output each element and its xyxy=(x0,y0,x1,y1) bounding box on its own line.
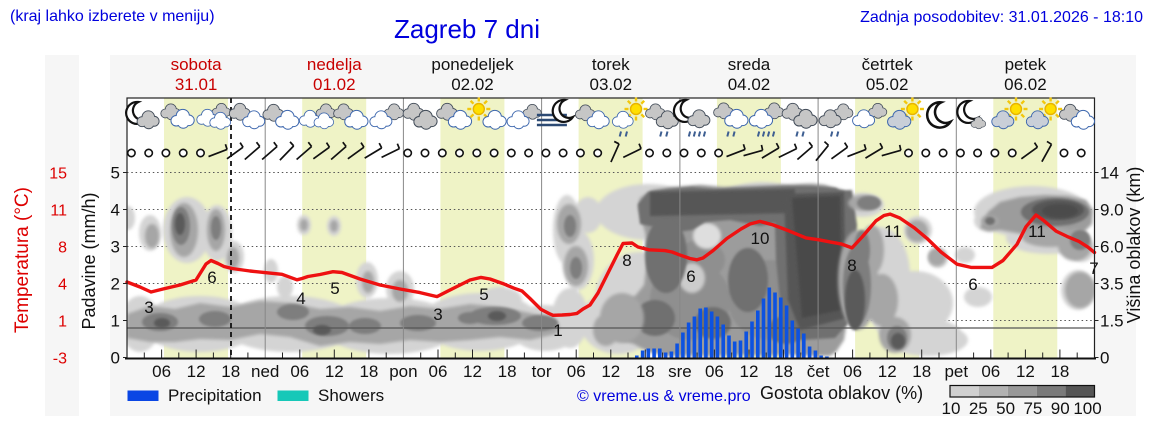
svg-text:06: 06 xyxy=(981,362,1000,381)
svg-text:11: 11 xyxy=(50,203,67,220)
svg-text:1: 1 xyxy=(58,314,67,331)
svg-text:sre: sre xyxy=(668,362,692,381)
svg-text:6: 6 xyxy=(968,275,977,294)
svg-text:11: 11 xyxy=(884,222,902,241)
svg-text:06: 06 xyxy=(705,362,724,381)
svg-text:12: 12 xyxy=(601,362,620,381)
svg-text:02.02: 02.02 xyxy=(451,75,494,94)
svg-text:četrtek: četrtek xyxy=(862,55,914,74)
svg-text:18: 18 xyxy=(359,362,378,381)
svg-text:© vreme.us & vreme.pro: © vreme.us & vreme.pro xyxy=(577,388,751,405)
svg-text:12: 12 xyxy=(740,362,759,381)
svg-text:12: 12 xyxy=(325,362,344,381)
svg-text:12: 12 xyxy=(1016,362,1035,381)
svg-text:6.0: 6.0 xyxy=(1100,238,1124,257)
svg-text:18: 18 xyxy=(221,362,240,381)
svg-text:14: 14 xyxy=(1100,164,1119,183)
svg-text:tor: tor xyxy=(532,362,552,381)
svg-text:06: 06 xyxy=(429,362,448,381)
svg-text:10: 10 xyxy=(942,399,961,418)
svg-text:12: 12 xyxy=(878,362,897,381)
svg-text:Temperatura (°C): Temperatura (°C) xyxy=(12,187,33,333)
svg-text:31.01: 31.01 xyxy=(175,75,218,94)
svg-text:2: 2 xyxy=(111,275,120,294)
svg-text:25: 25 xyxy=(969,399,988,418)
svg-text:06.02: 06.02 xyxy=(1004,75,1047,94)
svg-text:10: 10 xyxy=(751,229,770,248)
svg-text:3.5: 3.5 xyxy=(1100,275,1124,294)
svg-text:4: 4 xyxy=(111,201,120,220)
svg-text:ponedeljek: ponedeljek xyxy=(431,55,514,74)
svg-text:1: 1 xyxy=(553,321,562,340)
svg-text:18: 18 xyxy=(1050,362,1069,381)
svg-text:Zadnja posodobitev: 31.01.2026: Zadnja posodobitev: 31.01.2026 - 18:10 xyxy=(860,9,1143,26)
svg-text:18: 18 xyxy=(498,362,517,381)
svg-text:(kraj lahko izberete v meniju): (kraj lahko izberete v meniju) xyxy=(10,8,215,25)
svg-text:3: 3 xyxy=(111,238,120,257)
svg-text:8: 8 xyxy=(622,251,631,270)
svg-text:05.02: 05.02 xyxy=(866,75,909,94)
svg-text:5: 5 xyxy=(330,279,339,298)
svg-text:8: 8 xyxy=(847,256,856,275)
svg-text:Višina oblakov (km): Višina oblakov (km) xyxy=(1124,167,1144,324)
svg-text:3: 3 xyxy=(433,305,442,324)
svg-text:0: 0 xyxy=(1100,349,1109,368)
svg-text:12: 12 xyxy=(187,362,206,381)
svg-text:4: 4 xyxy=(58,277,67,294)
svg-text:Zagreb 7 dni: Zagreb 7 dni xyxy=(394,14,540,44)
svg-text:15: 15 xyxy=(49,166,67,183)
svg-text:4: 4 xyxy=(296,289,305,308)
svg-text:18: 18 xyxy=(636,362,655,381)
svg-text:18: 18 xyxy=(774,362,793,381)
svg-text:03.02: 03.02 xyxy=(590,75,633,94)
svg-text:sobota: sobota xyxy=(171,55,223,74)
svg-text:100: 100 xyxy=(1073,399,1101,418)
svg-text:1: 1 xyxy=(111,312,120,331)
svg-text:90: 90 xyxy=(1051,399,1070,418)
svg-text:11: 11 xyxy=(1028,222,1046,241)
svg-text:3: 3 xyxy=(144,298,153,317)
svg-text:06: 06 xyxy=(843,362,862,381)
svg-text:5: 5 xyxy=(479,285,488,304)
svg-text:50: 50 xyxy=(996,399,1015,418)
svg-text:0: 0 xyxy=(111,349,120,368)
svg-text:04.02: 04.02 xyxy=(728,75,771,94)
svg-text:06: 06 xyxy=(152,362,171,381)
svg-text:8: 8 xyxy=(58,240,67,257)
svg-text:sreda: sreda xyxy=(728,55,771,74)
svg-text:06: 06 xyxy=(290,362,309,381)
svg-text:Precipitation: Precipitation xyxy=(168,386,262,405)
svg-text:12: 12 xyxy=(463,362,482,381)
svg-text:pet: pet xyxy=(944,362,968,381)
svg-text:06: 06 xyxy=(567,362,586,381)
svg-text:Showers: Showers xyxy=(318,386,384,405)
svg-text:pon: pon xyxy=(389,362,417,381)
svg-text:6: 6 xyxy=(686,267,695,286)
svg-text:1.5: 1.5 xyxy=(1100,312,1124,331)
svg-text:9.0: 9.0 xyxy=(1100,201,1124,220)
svg-text:nedelja: nedelja xyxy=(307,55,362,74)
svg-text:75: 75 xyxy=(1023,399,1042,418)
svg-text:petek: petek xyxy=(1005,55,1047,74)
svg-text:5: 5 xyxy=(111,164,120,183)
svg-text:čet: čet xyxy=(807,362,830,381)
svg-text:ned: ned xyxy=(251,362,279,381)
svg-text:01.02: 01.02 xyxy=(313,75,356,94)
svg-text:Gostota oblakov (%): Gostota oblakov (%) xyxy=(760,383,923,403)
svg-text:torek: torek xyxy=(592,55,630,74)
svg-text:-3: -3 xyxy=(53,351,67,368)
svg-text:6: 6 xyxy=(207,268,216,287)
svg-text:Padavine (mm/h): Padavine (mm/h) xyxy=(79,192,99,329)
svg-text:18: 18 xyxy=(912,362,931,381)
